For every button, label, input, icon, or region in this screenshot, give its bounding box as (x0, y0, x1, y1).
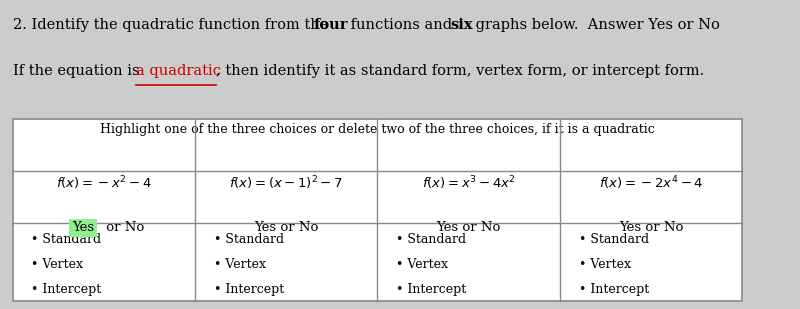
Text: If the equation is: If the equation is (13, 64, 144, 78)
Text: Yes: Yes (72, 222, 94, 235)
Text: • Vertex: • Vertex (31, 258, 83, 271)
Text: four: four (314, 18, 348, 32)
Text: • Standard: • Standard (396, 233, 466, 246)
Text: Yes or No: Yes or No (619, 222, 683, 235)
Text: , then identify it as standard form, vertex form, or intercept form.: , then identify it as standard form, ver… (216, 64, 704, 78)
Text: • Intercept: • Intercept (396, 283, 466, 296)
Text: • Intercept: • Intercept (578, 283, 649, 296)
Text: Yes or No: Yes or No (437, 222, 501, 235)
Text: or No: or No (102, 222, 144, 235)
Text: functions and: functions and (346, 18, 457, 32)
Text: • Standard: • Standard (214, 233, 284, 246)
Text: • Vertex: • Vertex (214, 258, 266, 271)
Text: $f(x)=-2x^4-4$: $f(x)=-2x^4-4$ (599, 174, 703, 192)
Text: • Standard: • Standard (31, 233, 102, 246)
Text: $f(x)=(x-1)^2-7$: $f(x)=(x-1)^2-7$ (230, 174, 343, 192)
Text: • Intercept: • Intercept (214, 283, 284, 296)
Text: $f(x)=-x^2-4$: $f(x)=-x^2-4$ (56, 174, 152, 192)
FancyBboxPatch shape (13, 119, 742, 302)
Text: Yes or No: Yes or No (254, 222, 318, 235)
Text: • Standard: • Standard (578, 233, 649, 246)
Text: graphs below.  Answer Yes or No: graphs below. Answer Yes or No (471, 18, 720, 32)
Text: 2. Identify the quadratic function from the: 2. Identify the quadratic function from … (13, 18, 333, 32)
Text: six: six (450, 18, 473, 32)
Text: a quadratic: a quadratic (136, 64, 221, 78)
Text: • Vertex: • Vertex (578, 258, 630, 271)
Text: • Vertex: • Vertex (396, 258, 448, 271)
Text: • Intercept: • Intercept (31, 283, 102, 296)
Text: Highlight one of the three choices or delete two of the three choices, if it is : Highlight one of the three choices or de… (100, 123, 655, 136)
Text: $f(x)=x^3-4x^2$: $f(x)=x^3-4x^2$ (422, 174, 515, 192)
